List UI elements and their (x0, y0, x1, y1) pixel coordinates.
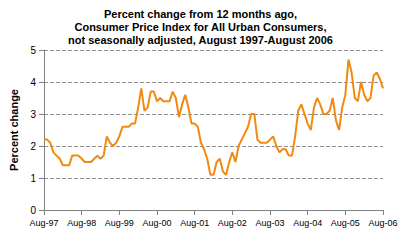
svg-text:5: 5 (30, 45, 36, 56)
svg-text:Aug-05: Aug-05 (331, 218, 360, 228)
svg-text:3: 3 (30, 109, 36, 120)
svg-text:not seasonally adjusted, Augus: not seasonally adjusted, August 1997-Aug… (68, 34, 333, 46)
svg-text:Aug-02: Aug-02 (218, 218, 247, 228)
svg-text:Aug-00: Aug-00 (142, 218, 171, 228)
svg-text:Aug-99: Aug-99 (105, 218, 134, 228)
svg-text:4: 4 (30, 77, 36, 88)
svg-text:Aug-98: Aug-98 (67, 218, 96, 228)
svg-text:Aug-06: Aug-06 (368, 218, 397, 228)
svg-text:1: 1 (30, 173, 36, 184)
svg-text:Percent change from 12 months: Percent change from 12 months ago, (104, 8, 297, 20)
svg-text:Percent change: Percent change (8, 89, 20, 171)
svg-text:Aug-04: Aug-04 (293, 218, 322, 228)
svg-text:Aug-97: Aug-97 (29, 218, 58, 228)
svg-text:Consumer Price Index for All U: Consumer Price Index for All Urban Consu… (74, 21, 326, 33)
svg-text:2: 2 (30, 141, 36, 152)
svg-text:Aug-01: Aug-01 (180, 218, 209, 228)
svg-text:Aug-03: Aug-03 (255, 218, 284, 228)
svg-text:0: 0 (30, 205, 36, 216)
